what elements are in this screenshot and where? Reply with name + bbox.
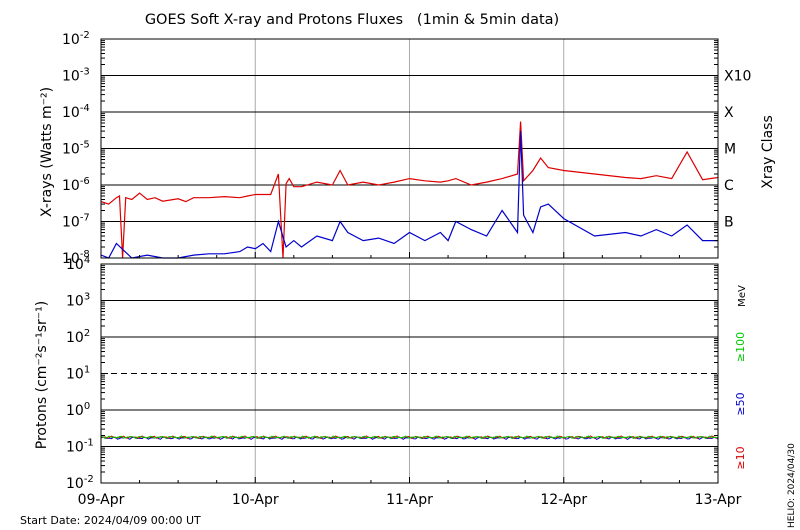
- y-tick-label: 10-1: [66, 438, 94, 456]
- xray-class-label: M: [724, 142, 736, 158]
- xray-class-label: X: [724, 105, 734, 121]
- proton-panel: 104 103 102 101 100 10-1 10-2 Protons (cm⁻²s⁻¹…: [34, 255, 748, 492]
- x-tick-label: 11-Apr: [386, 492, 433, 508]
- xray-y-axis-label: X-rays (Watts m⁻²): [39, 87, 55, 217]
- x-tick-label: 09-Apr: [78, 492, 125, 508]
- xray-gridlines: [101, 39, 718, 258]
- xray-class-axis-label: Xray Class: [760, 115, 776, 189]
- xray-class-label: C: [724, 178, 734, 194]
- y-tick-label: 10-2: [62, 30, 90, 48]
- y-tick-label: 10-2: [66, 474, 94, 492]
- proton-series-1: [100, 435, 719, 440]
- xray-long-series: [100, 121, 719, 259]
- x-tick-label: 13-Apr: [695, 492, 742, 508]
- proton-gridlines: [101, 264, 718, 483]
- proton-y-axis-label: Protons (cm⁻²s⁻¹sr⁻¹): [34, 301, 50, 450]
- xray-short-series: [100, 131, 718, 259]
- xray-class-label: X10: [724, 69, 751, 85]
- energy-label: ≥100: [734, 332, 747, 362]
- helio-footer-tag: HELIO: 2024/04/30: [787, 443, 797, 528]
- xray-series-layer: [100, 121, 719, 259]
- y-tick-label: 10-5: [62, 140, 90, 158]
- x-tick-labels: 09-Apr 10-Apr 11-Apr 12-Apr 13-Apr: [78, 252, 742, 508]
- y-tick-label: 10-7: [62, 213, 90, 231]
- y-tick-label: 101: [66, 365, 90, 383]
- energy-channel-labels: ≥100 ≥50 ≥10: [734, 332, 747, 470]
- xray-y-axis-label-text: X-rays (Watts m⁻²): [39, 87, 55, 217]
- energy-unit-label: MeV: [737, 285, 748, 307]
- y-tick-label: 102: [66, 328, 90, 346]
- chart-title: GOES Soft X-ray and Protons Fluxes (1min…: [145, 12, 559, 28]
- proton-series-2: [100, 435, 719, 440]
- energy-label: ≥10: [734, 446, 747, 469]
- y-tick-label: 100: [66, 401, 90, 419]
- proton-y-tick-labels: 104 103 102 101 100 10-1 10-2: [66, 255, 718, 492]
- y-tick-label: 103: [66, 292, 90, 310]
- x-tick-label: 12-Apr: [540, 492, 587, 508]
- y-tick-label: 104: [66, 255, 90, 273]
- energy-label: ≥50: [734, 392, 747, 415]
- proton-series-layer: [100, 435, 719, 441]
- y-tick-label: 10-4: [62, 103, 90, 121]
- xray-y-tick-labels: 10-2 10-3 10-4 10-5 10-6 10-7 10-8: [62, 30, 718, 267]
- xray-panel: 10-2 10-3 10-4 10-5 10-6 10-7 10-8 X10 X M C B X-r…: [39, 30, 776, 267]
- y-tick-label: 10-8: [62, 249, 90, 267]
- y-tick-label: 10-3: [62, 67, 90, 85]
- x-tick-label: 10-Apr: [232, 492, 279, 508]
- xray-class-labels: X10 X M C B: [724, 69, 751, 231]
- y-tick-label: 10-6: [62, 176, 90, 194]
- start-date-label: Start Date: 2024/04/09 00:00 UT: [20, 514, 201, 527]
- xray-class-label: B: [724, 215, 734, 231]
